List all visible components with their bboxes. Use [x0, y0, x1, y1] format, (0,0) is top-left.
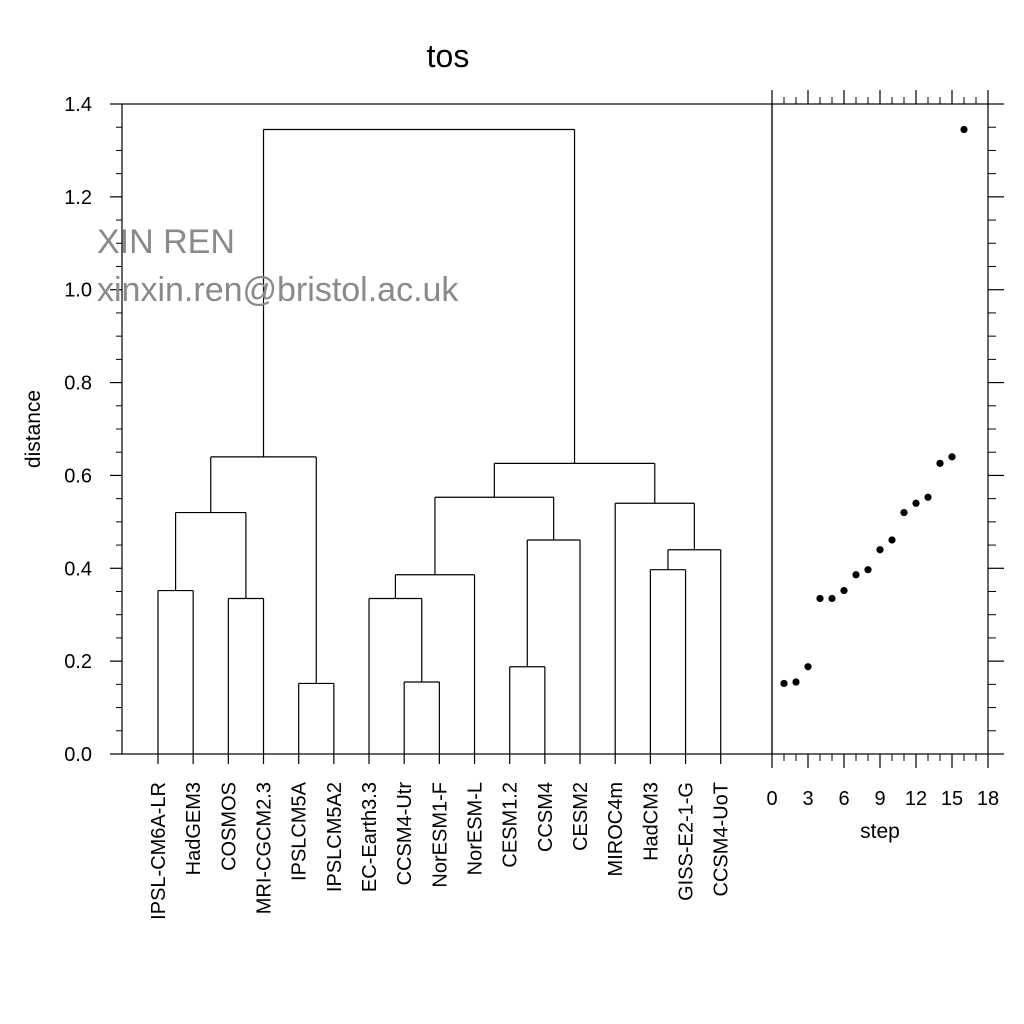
leaf-label: HadGEM3	[183, 782, 205, 875]
y-tick-label: 0.0	[64, 744, 92, 766]
leaf-label: CESM2	[570, 782, 592, 851]
step-point	[900, 508, 908, 517]
step-point	[840, 586, 848, 595]
leaf-label: IPSLCM5A	[289, 781, 311, 881]
x-tick-label: 9	[874, 788, 885, 810]
step-plot-frame	[771, 103, 989, 755]
step-point	[804, 663, 812, 671]
leaf-label: COSMOS	[218, 782, 240, 871]
watermark-name: XIN REN	[97, 223, 235, 261]
leaf-label: CCSM4	[535, 782, 557, 852]
leaf-label: MIROC4m	[605, 782, 627, 876]
step-point	[936, 459, 944, 467]
watermark-email: xinxin.ren@bristol.ac.uk	[97, 271, 459, 309]
leaf-label: NorESM1-F	[429, 782, 451, 888]
step-point	[780, 679, 788, 688]
leaf-label: NorESM-L	[465, 782, 487, 875]
y-tick-label: 0.4	[64, 558, 92, 580]
x-tick-label: 0	[766, 788, 777, 810]
leaf-label: CCSM4-Utr	[394, 782, 416, 886]
step-point	[828, 594, 836, 603]
x-tick-label: 12	[905, 788, 927, 810]
dendrogram-panel: 0.0 0.2 0.4 0.6 0.8 1.0 1.2 1.4 IPSL-CM6A-LR HadG…	[64, 94, 773, 920]
x-tick-label: 18	[977, 788, 999, 810]
leaf-label: HadCM3	[640, 782, 662, 861]
y-tick-label: 0.8	[64, 373, 92, 395]
x-axis-label-step: step	[860, 820, 900, 843]
chart-title: tos	[427, 38, 470, 74]
leaf-label: IPSL-CM6A-LR	[148, 782, 170, 920]
x-tick-label: 3	[802, 788, 813, 810]
leaf-label: CCSM4-UoT	[711, 782, 733, 896]
step-point	[876, 546, 884, 554]
step-point	[948, 453, 956, 461]
y-tick-label: 1.2	[64, 187, 92, 209]
y-tick-label: 0.6	[64, 465, 92, 487]
leaf-label: GISS-E2-1-G	[676, 782, 698, 901]
y-axis-label: distance	[22, 390, 45, 468]
y-tick-label: 0.2	[64, 651, 92, 673]
leaf-label: MRI-CGCM2.3	[254, 782, 276, 914]
step-scatter-panel: 0 3 6 9 12 15 18	[766, 90, 1004, 810]
y-tick-label: 1.4	[64, 94, 92, 116]
step-point	[792, 678, 800, 686]
step-point	[888, 536, 896, 544]
x-tick-label: 15	[941, 788, 963, 810]
step-point	[852, 571, 860, 579]
step-point	[960, 125, 968, 134]
step-point	[912, 499, 920, 507]
x-tick-label: 6	[838, 788, 849, 810]
y-tick-label: 1.0	[64, 280, 92, 302]
dendrogram-plot-frame	[121, 103, 773, 755]
leaf-label: IPSLCM5A2	[324, 782, 346, 892]
step-point	[924, 493, 932, 501]
step-point	[864, 566, 872, 574]
leaf-label: EC-Earth3.3	[359, 782, 381, 892]
leaf-label: CESM1.2	[500, 782, 522, 868]
step-point	[816, 594, 824, 603]
